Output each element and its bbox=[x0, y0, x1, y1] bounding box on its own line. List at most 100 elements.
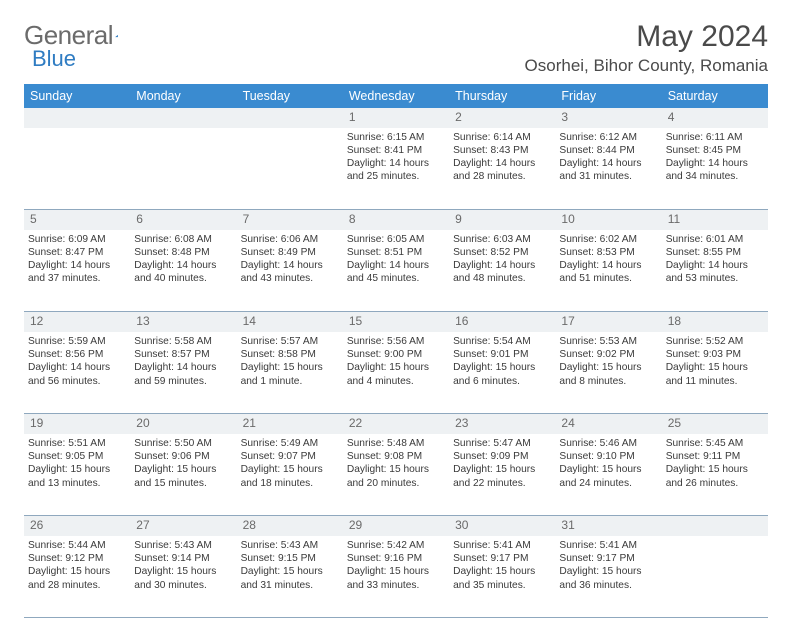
daylight-text: Daylight: 14 hours and 59 minutes. bbox=[134, 362, 216, 386]
day-number bbox=[237, 108, 343, 128]
day-cell: Sunrise: 6:02 AMSunset: 8:53 PMDaylight:… bbox=[555, 230, 661, 312]
day-number: 9 bbox=[449, 210, 555, 230]
weekday-header: Tuesday bbox=[237, 84, 343, 108]
day-cell: Sunrise: 5:41 AM Sunset: 9:17 PM Daylight:… bbox=[449, 536, 555, 618]
brand-text-right: Blue bbox=[32, 46, 76, 72]
day-details: Sunrise: 5:41 AM Sunset: 9:17 PM Daylight:… bbox=[453, 536, 551, 592]
day-details: Sunrise: 5:51 AM Sunset: 9:05 PM Daylight:… bbox=[28, 434, 126, 490]
day-details: Sunrise: 5:53 AMSunset: 9:02 PMDaylight:… bbox=[559, 332, 657, 388]
day-cell: Sunrise: 6:12 AMSunset: 8:44 PMDaylight:… bbox=[555, 128, 661, 210]
day-cell: Sunrise: 5:48 AMSunset: 9:08 PMDaylight:… bbox=[343, 434, 449, 516]
week-row: Sunrise: 6:15 AMSunset: 8:41 PMDaylight:… bbox=[24, 128, 768, 210]
day-number bbox=[24, 108, 130, 128]
sunrise-text: Sunrise: 5:46 AM bbox=[559, 438, 637, 449]
location-text: Osorhei, Bihor County, Romania bbox=[525, 56, 768, 76]
sunrise-text: Sunrise: 6:08 AM bbox=[134, 234, 212, 245]
day-number: 21 bbox=[237, 414, 343, 434]
sunset-text: Sunset: 8:52 PM bbox=[453, 247, 528, 258]
day-cell: Sunrise: 6:09 AMSunset: 8:47 PMDaylight:… bbox=[24, 230, 130, 312]
daylight-text: Daylight: 14 hours and 34 minutes. bbox=[666, 158, 748, 182]
day-cell bbox=[237, 128, 343, 210]
day-number: 19 bbox=[24, 414, 130, 434]
daylight-text: Daylight: 15 hours and 8 minutes. bbox=[559, 362, 641, 386]
sunset-text: Sunset: 9:10 PM bbox=[559, 451, 634, 462]
daylight-text: Daylight: 15 hours and 20 minutes. bbox=[347, 464, 429, 488]
day-details: Sunrise: 6:11 AM Sunset: 8:45 PM Daylight:… bbox=[666, 128, 764, 184]
day-number: 23 bbox=[449, 414, 555, 434]
day-cell: Sunrise: 5:59 AMSunset: 8:56 PMDaylight:… bbox=[24, 332, 130, 414]
daylight-text: Daylight: 14 hours and 48 minutes. bbox=[453, 260, 535, 284]
weekday-header: Monday bbox=[130, 84, 236, 108]
sunrise-text: Sunrise: 6:06 AM bbox=[241, 234, 319, 245]
sunrise-text: Sunrise: 6:11 AM bbox=[666, 132, 743, 143]
sunset-text: Sunset: 9:17 PM bbox=[453, 553, 528, 564]
week-row: Sunrise: 5:44 AMSunset: 9:12 PMDaylight:… bbox=[24, 536, 768, 618]
sunrise-text: Sunrise: 5:42 AM bbox=[347, 540, 425, 551]
sunset-text: Sunset: 8:47 PM bbox=[28, 247, 103, 258]
day-details: Sunrise: 5:47 AMSunset: 9:09 PMDaylight:… bbox=[453, 434, 551, 490]
daylight-text: Daylight: 15 hours and 24 minutes. bbox=[559, 464, 641, 488]
daylight-text: Daylight: 15 hours and 35 minutes. bbox=[453, 566, 535, 590]
day-number: 3 bbox=[555, 108, 661, 128]
day-cell: Sunrise: 5:57 AMSunset: 8:58 PMDaylight:… bbox=[237, 332, 343, 414]
daylight-text: Daylight: 15 hours and 13 minutes. bbox=[28, 464, 110, 488]
weekday-header-row: Sunday Monday Tuesday Wednesday Thursday… bbox=[24, 84, 768, 108]
day-number: 14 bbox=[237, 312, 343, 332]
sunset-text: Sunset: 8:44 PM bbox=[559, 145, 634, 156]
day-details: Sunrise: 6:01 AMSunset: 8:55 PMDaylight:… bbox=[666, 230, 764, 286]
brand-triangle-icon bbox=[115, 28, 118, 44]
day-number: 16 bbox=[449, 312, 555, 332]
sunrise-text: Sunrise: 5:49 AM bbox=[241, 438, 319, 449]
day-number: 26 bbox=[24, 516, 130, 536]
day-number: 5 bbox=[24, 210, 130, 230]
sunrise-text: Sunrise: 5:41 AM bbox=[453, 540, 531, 551]
sunset-text: Sunset: 9:11 PM bbox=[666, 451, 741, 462]
daylight-text: Daylight: 15 hours and 33 minutes. bbox=[347, 566, 429, 590]
day-details: Sunrise: 5:59 AMSunset: 8:56 PMDaylight:… bbox=[28, 332, 126, 388]
sunrise-text: Sunrise: 6:15 AM bbox=[347, 132, 425, 143]
day-number: 12 bbox=[24, 312, 130, 332]
day-number: 29 bbox=[343, 516, 449, 536]
daylight-text: Daylight: 15 hours and 28 minutes. bbox=[28, 566, 110, 590]
day-details: Sunrise: 5:49 AMSunset: 9:07 PMDaylight:… bbox=[241, 434, 339, 490]
sunset-text: Sunset: 8:45 PM bbox=[666, 145, 741, 156]
sunset-text: Sunset: 8:51 PM bbox=[347, 247, 422, 258]
day-number: 7 bbox=[237, 210, 343, 230]
day-details: Sunrise: 5:52 AMSunset: 9:03 PMDaylight:… bbox=[666, 332, 764, 388]
day-cell: Sunrise: 5:46 AM Sunset: 9:10 PM Daylight:… bbox=[555, 434, 661, 516]
sunset-text: Sunset: 9:14 PM bbox=[134, 553, 209, 564]
day-details: Sunrise: 6:12 AMSunset: 8:44 PMDaylight:… bbox=[559, 128, 657, 184]
sunrise-text: Sunrise: 5:51 AM bbox=[28, 438, 106, 449]
sunrise-text: Sunrise: 6:01 AM bbox=[666, 234, 744, 245]
daylight-text: Daylight: 14 hours and 45 minutes. bbox=[347, 260, 429, 284]
daylight-text: Daylight: 14 hours and 28 minutes. bbox=[453, 158, 535, 182]
daylight-text: Daylight: 15 hours and 26 minutes. bbox=[666, 464, 748, 488]
day-number: 31 bbox=[555, 516, 661, 536]
sunrise-text: Sunrise: 6:05 AM bbox=[347, 234, 425, 245]
day-details: Sunrise: 6:02 AMSunset: 8:53 PMDaylight:… bbox=[559, 230, 657, 286]
sunset-text: Sunset: 9:05 PM bbox=[28, 451, 103, 462]
week-row: Sunrise: 5:51 AM Sunset: 9:05 PM Daylight:… bbox=[24, 434, 768, 516]
day-details: Sunrise: 5:57 AMSunset: 8:58 PMDaylight:… bbox=[241, 332, 339, 388]
day-number: 30 bbox=[449, 516, 555, 536]
sunrise-text: Sunrise: 5:50 AM bbox=[134, 438, 212, 449]
day-number: 18 bbox=[662, 312, 768, 332]
sunset-text: Sunset: 9:00 PM bbox=[347, 349, 422, 360]
daynum-row: 1234 bbox=[24, 108, 768, 128]
day-cell: Sunrise: 6:14 AMSunset: 8:43 PMDaylight:… bbox=[449, 128, 555, 210]
weekday-header: Wednesday bbox=[343, 84, 449, 108]
sunrise-text: Sunrise: 6:14 AM bbox=[453, 132, 531, 143]
day-details: Sunrise: 5:44 AMSunset: 9:12 PMDaylight:… bbox=[28, 536, 126, 592]
day-cell: Sunrise: 5:41 AMSunset: 9:17 PMDaylight:… bbox=[555, 536, 661, 618]
day-number: 1 bbox=[343, 108, 449, 128]
daylight-text: Daylight: 15 hours and 4 minutes. bbox=[347, 362, 429, 386]
sunrise-text: Sunrise: 6:09 AM bbox=[28, 234, 106, 245]
day-number bbox=[662, 516, 768, 536]
weekday-header: Thursday bbox=[449, 84, 555, 108]
sunrise-text: Sunrise: 5:45 AM bbox=[666, 438, 744, 449]
day-number: 13 bbox=[130, 312, 236, 332]
sunset-text: Sunset: 9:02 PM bbox=[559, 349, 634, 360]
day-number: 2 bbox=[449, 108, 555, 128]
day-cell: Sunrise: 5:43 AMSunset: 9:15 PMDaylight:… bbox=[237, 536, 343, 618]
day-cell: Sunrise: 6:15 AMSunset: 8:41 PMDaylight:… bbox=[343, 128, 449, 210]
